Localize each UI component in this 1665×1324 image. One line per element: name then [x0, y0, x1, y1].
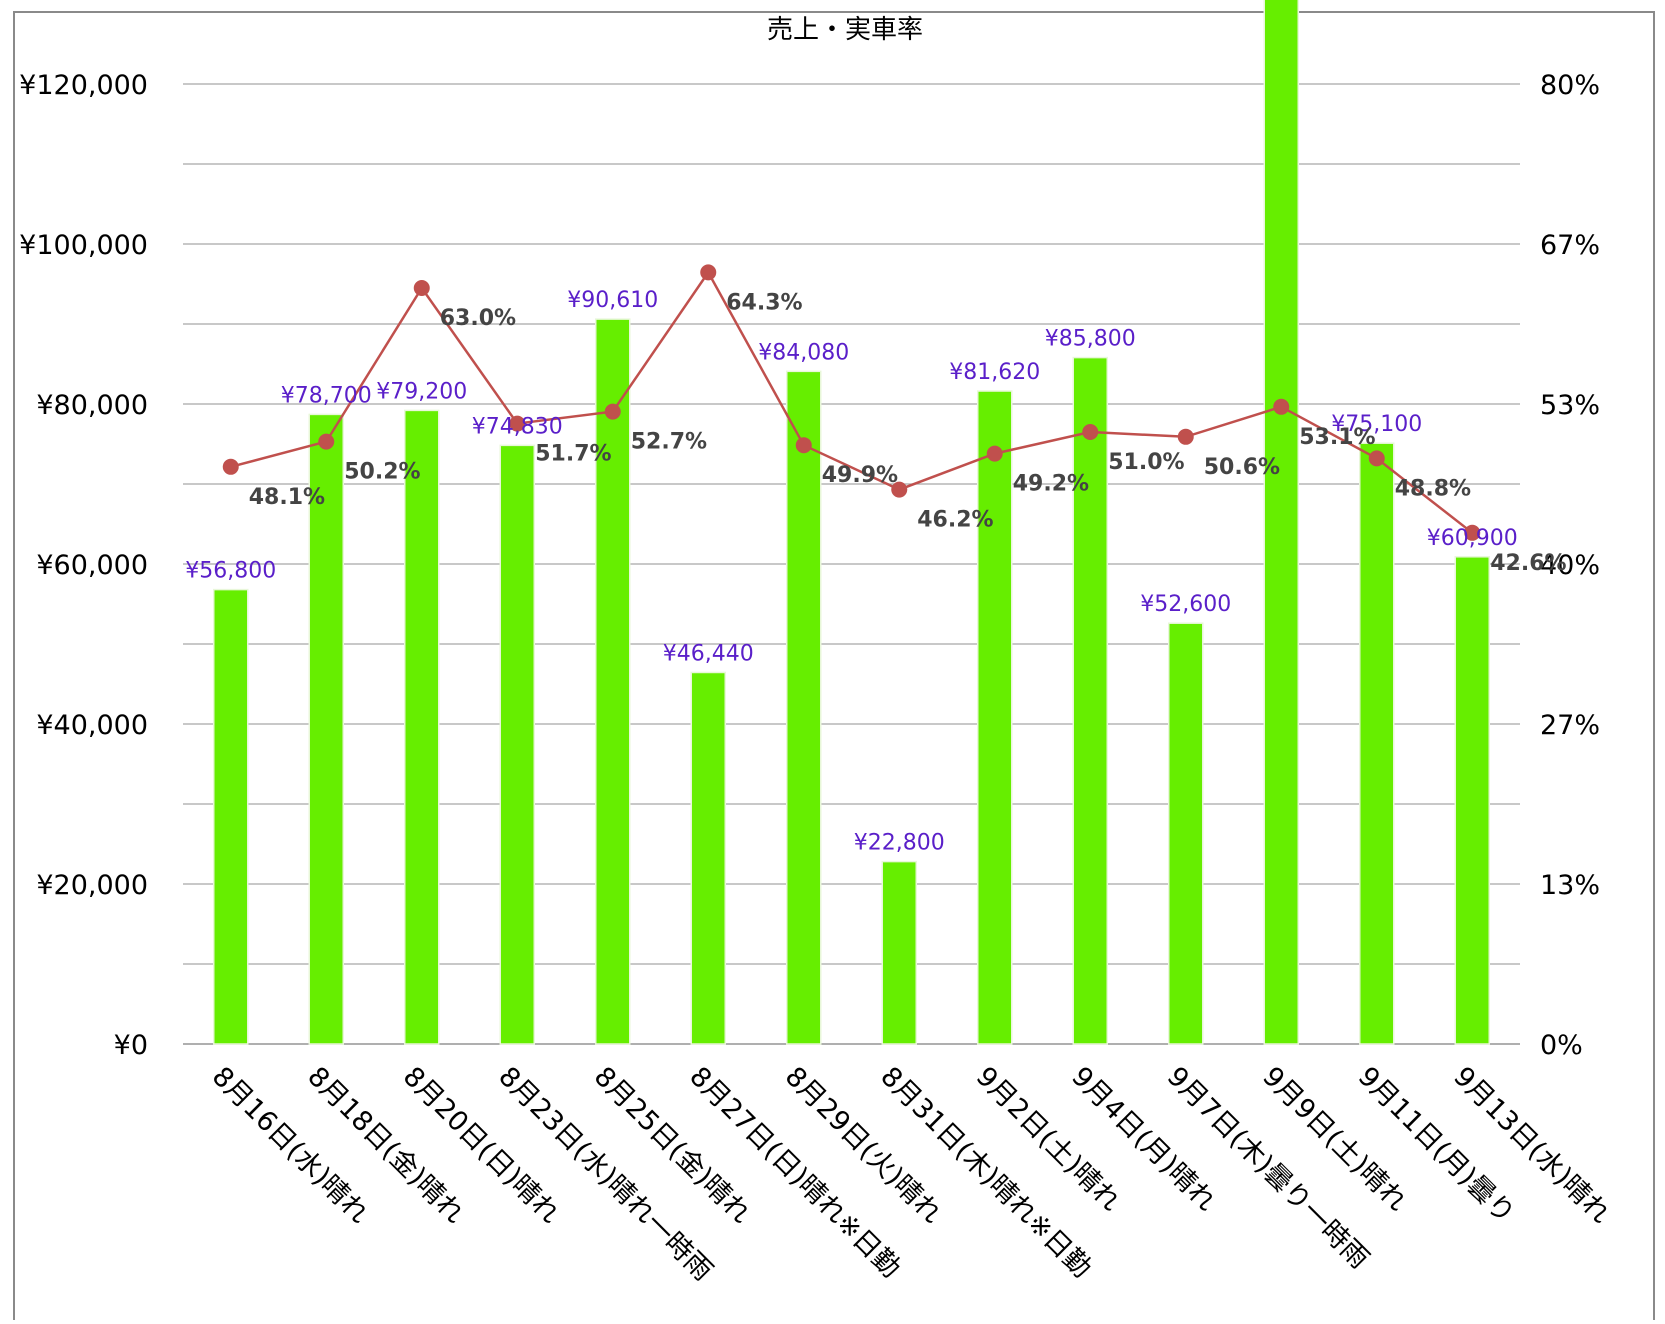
bar — [213, 588, 249, 1045]
line-path — [230, 270, 1474, 534]
bar — [1359, 442, 1395, 1045]
line-point — [604, 403, 621, 420]
bar — [1454, 556, 1490, 1045]
chart-title: 売上・実車率 — [767, 15, 923, 45]
line-value-label: 50.6% — [1204, 455, 1280, 480]
y-left-tick-label: ¥120,000 — [19, 70, 148, 101]
line-value-label: 51.7% — [535, 442, 611, 467]
bar — [308, 413, 344, 1045]
line-series — [222, 264, 1481, 541]
bar-value-label: ¥56,800 — [185, 559, 276, 584]
bar-value-label: ¥79,200 — [376, 379, 467, 404]
line-point — [222, 458, 239, 475]
line-point — [1273, 398, 1290, 415]
line-value-label: 50.2% — [344, 460, 420, 485]
bar-value-label: ¥46,440 — [663, 641, 754, 666]
y-left-tick-label: ¥80,000 — [36, 390, 148, 421]
line-point — [986, 445, 1003, 462]
bar — [499, 444, 535, 1045]
line-point — [413, 280, 430, 296]
bar — [1263, 0, 1299, 1045]
line-point — [891, 481, 908, 498]
bar — [977, 390, 1013, 1045]
line-value-label: 53.1% — [1299, 425, 1375, 450]
line-value-label: 46.2% — [917, 508, 993, 533]
y-left-tick-label: ¥20,000 — [36, 870, 148, 901]
bar — [690, 671, 726, 1045]
bar — [786, 370, 822, 1045]
bar-value-label: ¥52,600 — [1140, 592, 1231, 617]
line-point — [509, 415, 526, 432]
bar-value-label: ¥78,700 — [281, 383, 372, 408]
y-right-tick-label: 13% — [1540, 870, 1600, 901]
line-value-label: 48.8% — [1395, 476, 1471, 501]
bar-value-label: ¥22,800 — [854, 831, 945, 856]
bar — [1168, 622, 1204, 1045]
line-value-label: 52.7% — [631, 430, 707, 455]
bar-series — [213, 0, 1490, 1045]
line-value-label: 49.9% — [822, 463, 898, 488]
line-point — [318, 433, 335, 450]
data-labels: ¥56,800 ¥78,700 ¥79,200¥74,830 ¥90,610 ¥46,4… — [185, 288, 1566, 856]
y-right-tick-label: 27% — [1540, 710, 1600, 741]
line-point — [700, 264, 717, 281]
line-value-label: 49.2% — [1013, 472, 1089, 497]
bar — [595, 318, 631, 1045]
bar — [881, 860, 917, 1045]
line-point — [1464, 524, 1481, 541]
line-value-label: 42.6% — [1490, 551, 1566, 576]
line-value-label: 51.0% — [1108, 450, 1184, 475]
y-left-tick-label: ¥40,000 — [36, 710, 148, 741]
line-point — [795, 437, 812, 454]
bar — [1072, 356, 1108, 1045]
bar-value-label: ¥84,080 — [758, 340, 849, 365]
bar-value-label: ¥74,830 — [472, 414, 563, 439]
line-value-label: 63.0% — [440, 306, 516, 331]
y-right-tick-label: 80% — [1540, 70, 1600, 101]
line-value-label: 48.1% — [249, 485, 325, 510]
bar-value-label: ¥85,800 — [1045, 327, 1136, 352]
y-left-tick-label: ¥60,000 — [36, 550, 148, 581]
line-point — [1368, 450, 1385, 467]
line-point — [1082, 424, 1099, 440]
bar-value-label: ¥81,620 — [949, 360, 1040, 385]
bar-value-label: ¥75,100 — [1331, 412, 1422, 437]
y-right-tick-label: 40% — [1540, 550, 1600, 581]
y-right-tick-label: 53% — [1540, 390, 1600, 421]
y-left-tick-label: ¥0 — [114, 1030, 148, 1061]
y-left-tick-label: ¥100,000 — [19, 230, 148, 261]
y-right-tick-label: 0% — [1540, 1030, 1583, 1061]
bar-value-label: ¥60,900 — [1427, 526, 1518, 551]
line-point — [1177, 428, 1194, 445]
y-right-tick-label: 67% — [1540, 230, 1600, 261]
bar — [404, 409, 440, 1045]
line-value-label: 64.3% — [726, 290, 802, 315]
bar-value-label: ¥90,610 — [567, 288, 658, 313]
